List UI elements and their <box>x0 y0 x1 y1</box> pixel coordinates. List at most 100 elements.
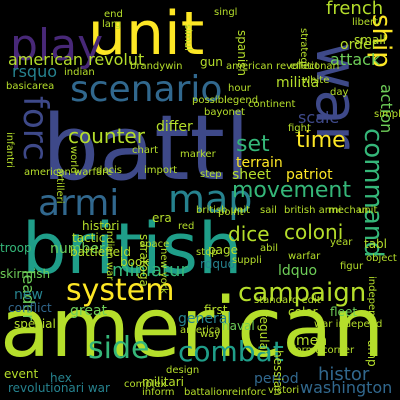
word-first: first <box>204 303 228 317</box>
word-militia: militia <box>276 75 320 91</box>
word-figur: figur <box>340 261 364 272</box>
word-format: format <box>292 345 326 356</box>
word-day: day <box>330 87 349 98</box>
word-possibl: possibl <box>192 95 227 106</box>
word-new-york: new york <box>158 248 169 294</box>
word-year: year <box>330 237 353 248</box>
word-attack: attack <box>330 50 381 69</box>
word-area: area <box>32 81 55 92</box>
word-event: event <box>4 367 39 381</box>
word-set: set <box>236 132 270 157</box>
word-corner: corner <box>322 345 355 356</box>
word-amp: amp <box>365 340 379 367</box>
word-singl: singl <box>214 7 238 18</box>
word-unit-small: unit <box>358 205 378 216</box>
word-step: step <box>200 169 222 180</box>
word-infantri: infantri <box>4 132 15 168</box>
word-patriot: patriot <box>286 167 333 183</box>
word-point: point <box>218 207 244 218</box>
word-basic: basic <box>6 81 32 92</box>
word-page: page <box>208 243 238 257</box>
word-differ: differ <box>156 119 193 135</box>
word-indian-war: indian war <box>104 228 115 281</box>
word-dice: dice <box>228 222 270 246</box>
word-conflict: conflict <box>8 301 52 315</box>
word-great: great <box>70 303 108 319</box>
word-war-independ: war independ <box>314 319 383 330</box>
word-men: men <box>296 333 328 349</box>
word-side: side <box>88 331 150 366</box>
word-small: small <box>354 33 386 47</box>
word-hour: hour <box>228 83 251 94</box>
word-scale: scale <box>298 108 340 127</box>
word-time: time <box>296 128 346 153</box>
word-suppli: suppli <box>232 255 262 266</box>
word-marker: marker <box>180 149 216 160</box>
word-histor: histor <box>318 364 370 385</box>
word-object: object <box>366 253 397 264</box>
word-warfar: warfar <box>288 251 321 262</box>
word-effect: effect <box>290 61 319 72</box>
word-rdquo: rdquo <box>200 257 235 271</box>
word-design: design <box>166 365 200 376</box>
word-american-revolut: american revolut <box>8 50 145 69</box>
word-fleet: fleet <box>330 305 358 319</box>
word-scenario: scenario <box>70 69 223 110</box>
word-skirmish: skirmish <box>0 267 51 281</box>
word-tabl: tabl <box>364 237 388 251</box>
word-american: american <box>0 281 385 376</box>
word-mechan: mechan <box>328 205 369 216</box>
word-american-revolutionari: american revolutionari <box>226 61 340 72</box>
word-battalion: battalion <box>184 387 229 398</box>
word-era: era <box>152 211 172 225</box>
word-legend: legend <box>224 95 259 106</box>
word-battlefield: battlefield <box>70 245 131 259</box>
word-simpl: simpl <box>374 109 400 120</box>
word-brandywin: brandywin <box>130 61 183 72</box>
word-bayonet: bayonet <box>204 107 245 118</box>
word-artilleri: artilleri <box>54 168 65 204</box>
word-continent: continent <box>248 99 296 110</box>
word-rsquo: rsquo <box>12 62 57 81</box>
word-naval: naval <box>222 319 255 333</box>
word-map: map <box>168 177 253 221</box>
word-histori: histori <box>82 219 120 233</box>
word-liberti: liberti <box>352 17 381 28</box>
word-revolutionari-war: revolutionari war <box>8 381 110 395</box>
word-counter: counter <box>68 124 145 148</box>
word-world: world <box>68 146 79 174</box>
word-reinforc: reinforc <box>228 387 267 398</box>
word-inform: inform <box>142 387 175 398</box>
word-french: french <box>326 0 384 19</box>
word-book: book <box>120 255 150 269</box>
word-standard-edit: standard edit <box>254 295 321 306</box>
word-hex: hex <box>50 371 72 385</box>
word-indian: indian <box>64 67 95 78</box>
word-tactic: tactic <box>72 231 106 245</box>
word-regular: regular <box>257 312 271 355</box>
word-complex: complex <box>124 379 167 390</box>
word-terrain: terrain <box>236 155 283 171</box>
word-america: america <box>180 325 221 336</box>
word-sheet: sheet <box>232 167 271 183</box>
word-larg: larg <box>102 19 122 30</box>
word-decis: decis <box>96 165 122 176</box>
word-ldquo: ldquo <box>278 263 318 279</box>
word-washington: washington <box>300 378 393 397</box>
word-chart: chart <box>132 145 158 156</box>
word-armi: armi <box>38 183 120 224</box>
word-stop: stop <box>196 247 218 258</box>
word-american-warfare: american warfare <box>24 167 113 178</box>
word-gun: gun <box>200 55 223 69</box>
word-order: order <box>340 37 378 53</box>
word-movement: movement <box>232 178 351 203</box>
word-british-armi: british armi <box>284 205 342 216</box>
word-abil: abil <box>260 243 279 254</box>
word-campaign: campaign <box>238 278 367 308</box>
word-import: import <box>144 165 178 176</box>
word-troop: troop <box>0 241 32 255</box>
word-british: british <box>22 208 243 290</box>
word-white: white <box>302 75 330 86</box>
word-independ: independ <box>366 276 377 323</box>
